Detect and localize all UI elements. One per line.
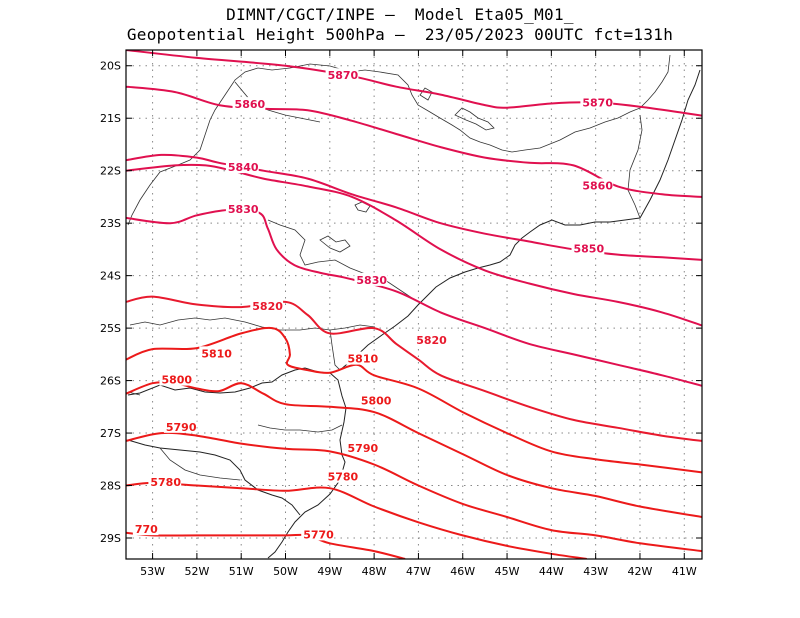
contour-line-5790 (126, 431, 702, 553)
lat-tick-label: 24S (100, 270, 121, 283)
lon-tick-label: 53W (140, 565, 165, 578)
contour-line-5860 (126, 85, 702, 198)
contour-label-bg (325, 68, 359, 82)
lat-tick-label: 22S (100, 165, 121, 178)
contour-line-5850 (126, 153, 702, 261)
contour-label-bg (199, 346, 233, 360)
lon-tick-label: 49W (317, 565, 342, 578)
contour-line-5830 (126, 208, 702, 387)
contour-label: 5810 (348, 353, 379, 366)
contour-label: 5850 (574, 242, 605, 255)
contour-label-bg (225, 202, 259, 216)
contour-label: 5790 (166, 421, 197, 434)
chart-subtitle: Geopotential Height 500hPa – 23/05/2023 … (126, 25, 674, 44)
contour-label-bg (301, 527, 335, 541)
contour-label: 5840 (228, 161, 259, 174)
lat-tick-label: 21S (100, 112, 121, 125)
contour-label: 5820 (416, 334, 447, 347)
lon-tick-label: 51W (229, 565, 254, 578)
contour-label-bg (358, 393, 392, 407)
lat-tick-label: 27S (100, 427, 121, 440)
geopotential-contours: 5870 5870 5860 5860 5850 5840 5830 5830 5820 5820… (126, 50, 702, 559)
contour-label-bg (132, 522, 159, 536)
contour-label: 5830 (356, 274, 387, 287)
coastline (127, 367, 347, 559)
lon-tick-label: 44W (539, 565, 564, 578)
contour-label: 5830 (228, 203, 259, 216)
chart-title: DIMNT/CGCT/INPE – Model Eta05_M01_ (226, 5, 574, 24)
lat-tick-label: 20S (100, 60, 121, 73)
contour-line-5780 (126, 481, 587, 559)
contour-label-bg (225, 160, 259, 174)
contour-label: 5870 (328, 69, 359, 82)
lon-tick-label: 41W (672, 565, 697, 578)
contour-line-5820 (126, 295, 702, 442)
lon-tick-label: 47W (406, 565, 431, 578)
contour-line-5770 (126, 531, 406, 559)
contour-label: 770 (135, 523, 158, 536)
lat-tick-label: 29S (100, 532, 121, 545)
contour-label: 5860 (235, 98, 266, 111)
contour-label: 5780 (328, 471, 359, 484)
lon-tick-label: 48W (362, 565, 387, 578)
contour-label-bg (580, 178, 614, 192)
contour-label-bg (580, 95, 614, 109)
contour-line-5800 (126, 381, 702, 518)
lat-tick-label: 25S (100, 322, 121, 335)
contour-label: 5770 (303, 528, 334, 541)
contour-label-bg (232, 97, 266, 111)
coastline-east (339, 69, 701, 371)
contour-label: 5800 (161, 374, 192, 387)
coastline-and-borders (127, 54, 701, 559)
contour-label-bg (571, 241, 605, 255)
lon-tick-label: 45W (495, 565, 520, 578)
lon-tick-label: 50W (273, 565, 298, 578)
axis-ticks: 53W 52W 51W 50W 49W 48W 47W 46W 45W 44W 43W 42W 41W 2… (100, 50, 702, 578)
contour-label: 5780 (150, 476, 181, 489)
contour-label-bg (354, 272, 388, 286)
contour-label: 5820 (252, 300, 283, 313)
lon-tick-label: 42W (628, 565, 653, 578)
map-frame (125, 49, 703, 560)
contour-label-bg (159, 372, 193, 386)
contour-line-5870 (126, 50, 702, 117)
contour-label-bg (250, 299, 284, 313)
contour-label: 5860 (582, 179, 613, 192)
contour-label: 5870 (582, 97, 613, 110)
contour-label: 5790 (348, 442, 379, 455)
lat-tick-label: 28S (100, 480, 121, 493)
contour-line-5810 (126, 326, 702, 474)
contour-line-5840 (126, 163, 702, 327)
contour-label-bg (345, 440, 379, 454)
lon-tick-label: 52W (184, 565, 209, 578)
state-borders (127, 54, 671, 481)
contour-label-bg (325, 469, 359, 483)
contour-label: 5800 (361, 395, 392, 408)
lat-tick-label: 23S (100, 217, 121, 230)
contour-label-bg (414, 333, 448, 347)
contour-label-bg (345, 351, 379, 365)
lat-tick-label: 26S (100, 375, 121, 388)
contour-label-bg (148, 474, 182, 488)
contour-label-bg (163, 419, 197, 433)
lon-tick-label: 43W (583, 565, 608, 578)
reservoirs (319, 87, 495, 253)
lon-tick-label: 46W (450, 565, 475, 578)
contour-label: 5810 (201, 347, 232, 360)
